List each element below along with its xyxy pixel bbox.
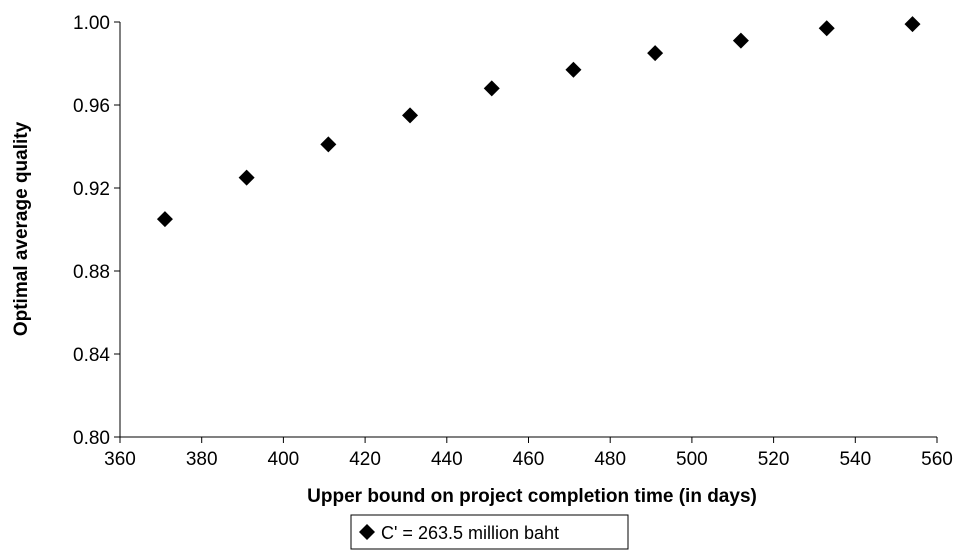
- x-tick-label: 440: [431, 449, 463, 470]
- x-axis-title: Upper bound on project completion time (…: [307, 486, 757, 507]
- data-point-diamond: [647, 45, 664, 62]
- x-tick-label: 480: [594, 449, 626, 470]
- x-tick-label: 520: [758, 449, 790, 470]
- x-tick-label: 500: [676, 449, 708, 470]
- y-tick-label: 0.80: [73, 428, 110, 449]
- x-tick-label: 400: [268, 449, 300, 470]
- data-point-diamond: [483, 80, 500, 97]
- y-tick-label: 1.00: [73, 13, 110, 34]
- y-axis-ticks: 0.80 0.84 0.88 0.92 0.96 1.00: [73, 13, 120, 449]
- x-tick-label: 460: [513, 449, 545, 470]
- x-axis-ticks: 360 380 400 420 440 460 480 500 520 540 560: [104, 437, 953, 470]
- y-tick-label: 0.96: [73, 96, 110, 117]
- axes: [119, 22, 937, 438]
- data-point-diamond: [320, 136, 337, 153]
- data-points: [156, 16, 921, 228]
- legend-marker-diamond-icon: [359, 524, 375, 540]
- x-tick-label: 380: [186, 449, 218, 470]
- legend: C' = 263.5 million baht: [350, 514, 629, 550]
- y-axis-title: Optimal average quality: [11, 121, 32, 336]
- legend-box: [350, 514, 629, 550]
- data-point-diamond: [156, 211, 173, 228]
- data-point-diamond: [238, 169, 255, 186]
- data-point-diamond: [402, 107, 419, 124]
- data-point-diamond: [565, 61, 582, 78]
- y-tick-label: 0.84: [73, 345, 110, 366]
- x-tick-label: 560: [921, 449, 953, 470]
- x-tick-label: 540: [839, 449, 871, 470]
- data-point-diamond: [732, 32, 749, 49]
- data-point-diamond: [904, 16, 921, 33]
- y-tick-label: 0.88: [73, 262, 110, 283]
- data-point-diamond: [818, 20, 835, 37]
- legend-label: C' = 263.5 million baht: [381, 523, 559, 543]
- x-tick-label: 420: [349, 449, 381, 470]
- y-tick-label: 0.92: [73, 179, 110, 200]
- x-tick-label: 360: [104, 449, 136, 470]
